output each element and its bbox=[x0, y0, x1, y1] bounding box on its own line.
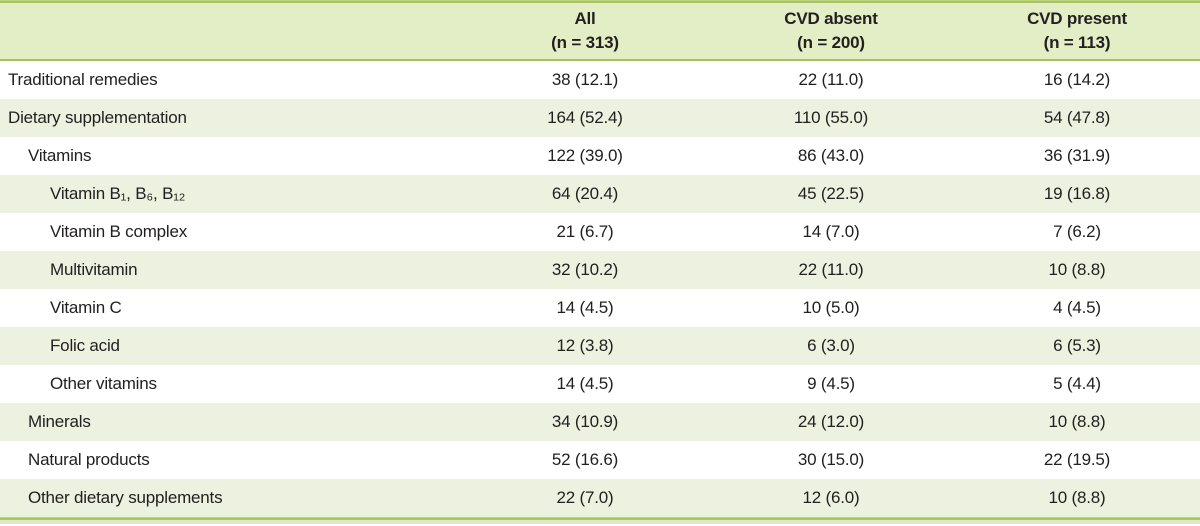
cell-cvd-present: 54 (47.8) bbox=[954, 99, 1200, 137]
cell-cvd-absent: 6 (3.0) bbox=[708, 327, 954, 365]
row-label: Vitamin B₁, B₆, B₁₂ bbox=[0, 175, 462, 213]
cell-all: 52 (16.6) bbox=[551, 450, 619, 469]
cell-all: 21 (6.7) bbox=[556, 222, 614, 241]
cell-cvd-present: 22 (19.5) bbox=[1043, 450, 1111, 469]
table-row: Vitamin C 14 (4.5) 10 (5.0) 4 (4.5) bbox=[0, 289, 1200, 327]
table-row: Vitamin B₁, B₆, B₁₂ 64 (20.4) 45 (22.5) … bbox=[0, 175, 1200, 213]
cell-all: 122 (39.0) bbox=[547, 146, 623, 165]
column-header-cvd-present: CVD present (n = 113) bbox=[954, 3, 1200, 61]
cell-cvd-absent: 86 (43.0) bbox=[797, 146, 865, 165]
cell-cvd-absent: 110 (55.0) bbox=[708, 99, 954, 137]
row-label: Folic acid bbox=[0, 327, 462, 365]
cell-cvd-absent: 14 (7.0) bbox=[802, 222, 860, 241]
cell-cvd-present: 10 (8.8) bbox=[954, 479, 1200, 517]
cell-all: 14 (4.5) bbox=[556, 374, 614, 393]
cell-all: 38 (12.1) bbox=[551, 70, 619, 89]
cell-cvd-present: 36 (31.9) bbox=[1043, 146, 1111, 165]
table-row: Minerals 34 (10.9) 24 (12.0) 10 (8.8) bbox=[0, 403, 1200, 441]
table-row: Other vitamins 14 (4.5) 9 (4.5) 5 (4.4) bbox=[0, 365, 1200, 403]
cell-cvd-present: 7 (6.2) bbox=[1053, 222, 1101, 241]
cell-all: 12 (3.8) bbox=[462, 327, 708, 365]
cell-all: 14 (4.5) bbox=[556, 298, 614, 317]
cell-cvd-present: 10 (8.8) bbox=[954, 403, 1200, 441]
cell-all: 32 (10.2) bbox=[462, 251, 708, 289]
cell-cvd-absent: 22 (11.0) bbox=[798, 70, 864, 89]
cell-all: 22 (7.0) bbox=[462, 479, 708, 517]
column-header-cvd-present-title: CVD present bbox=[1027, 9, 1127, 29]
row-label: Minerals bbox=[0, 403, 462, 441]
cell-cvd-absent: 30 (15.0) bbox=[797, 450, 865, 469]
header-row: All (n = 313) CVD absent (n = 200) CVD p… bbox=[0, 3, 1200, 61]
column-header-cvd-absent: CVD absent (n = 200) bbox=[708, 3, 954, 61]
supplement-use-table: All (n = 313) CVD absent (n = 200) CVD p… bbox=[0, 3, 1200, 517]
column-header-empty bbox=[0, 3, 462, 61]
cell-cvd-present: 6 (5.3) bbox=[954, 327, 1200, 365]
table-row: Traditional remedies 38 (12.1) 22 (11.0)… bbox=[0, 60, 1200, 99]
row-label: Traditional remedies bbox=[8, 70, 158, 89]
table-bottom-rule bbox=[0, 517, 1200, 520]
table-row: Vitamin B complex 21 (6.7) 14 (7.0) 7 (6… bbox=[0, 213, 1200, 251]
column-header-cvd-present-n: (n = 113) bbox=[1043, 33, 1111, 52]
column-header-all-n: (n = 313) bbox=[551, 33, 619, 52]
cell-cvd-absent: 24 (12.0) bbox=[708, 403, 954, 441]
row-label: Vitamin C bbox=[50, 298, 122, 317]
cell-cvd-present: 5 (4.4) bbox=[1053, 374, 1101, 393]
table-row: Dietary supplementation 164 (52.4) 110 (… bbox=[0, 99, 1200, 137]
table-top-rule bbox=[0, 0, 1200, 3]
column-header-cvd-absent-n: (n = 200) bbox=[797, 33, 865, 52]
cell-cvd-absent: 9 (4.5) bbox=[807, 374, 855, 393]
row-label: Other dietary supplements bbox=[0, 479, 462, 517]
table-row: Multivitamin 32 (10.2) 22 (11.0) 10 (8.8… bbox=[0, 251, 1200, 289]
table-bottom-tail bbox=[0, 520, 1200, 524]
table-row: Other dietary supplements 22 (7.0) 12 (6… bbox=[0, 479, 1200, 517]
cell-cvd-present: 10 (8.8) bbox=[954, 251, 1200, 289]
cell-cvd-absent: 45 (22.5) bbox=[708, 175, 954, 213]
table-row: Folic acid 12 (3.8) 6 (3.0) 6 (5.3) bbox=[0, 327, 1200, 365]
table-row: Natural products 52 (16.6) 30 (15.0) 22 … bbox=[0, 441, 1200, 479]
row-label: Multivitamin bbox=[0, 251, 462, 289]
row-label: Natural products bbox=[28, 450, 150, 469]
cell-all: 34 (10.9) bbox=[462, 403, 708, 441]
column-header-all-title: All bbox=[574, 9, 596, 29]
row-label: Other vitamins bbox=[50, 374, 157, 393]
cell-cvd-absent: 10 (5.0) bbox=[802, 298, 860, 317]
cell-cvd-present: 19 (16.8) bbox=[954, 175, 1200, 213]
cell-cvd-absent: 22 (11.0) bbox=[708, 251, 954, 289]
cell-all: 164 (52.4) bbox=[462, 99, 708, 137]
row-label: Vitamins bbox=[28, 146, 92, 165]
row-label: Dietary supplementation bbox=[0, 99, 462, 137]
cell-cvd-present: 16 (14.2) bbox=[1043, 70, 1111, 89]
cell-cvd-absent: 12 (6.0) bbox=[708, 479, 954, 517]
cell-all: 64 (20.4) bbox=[462, 175, 708, 213]
row-label: Vitamin B complex bbox=[50, 222, 188, 241]
column-header-cvd-absent-title: CVD absent bbox=[784, 9, 878, 29]
cell-cvd-present: 4 (4.5) bbox=[1053, 298, 1101, 317]
table-row: Vitamins 122 (39.0) 86 (43.0) 36 (31.9) bbox=[0, 137, 1200, 175]
column-header-all: All (n = 313) bbox=[462, 3, 708, 61]
